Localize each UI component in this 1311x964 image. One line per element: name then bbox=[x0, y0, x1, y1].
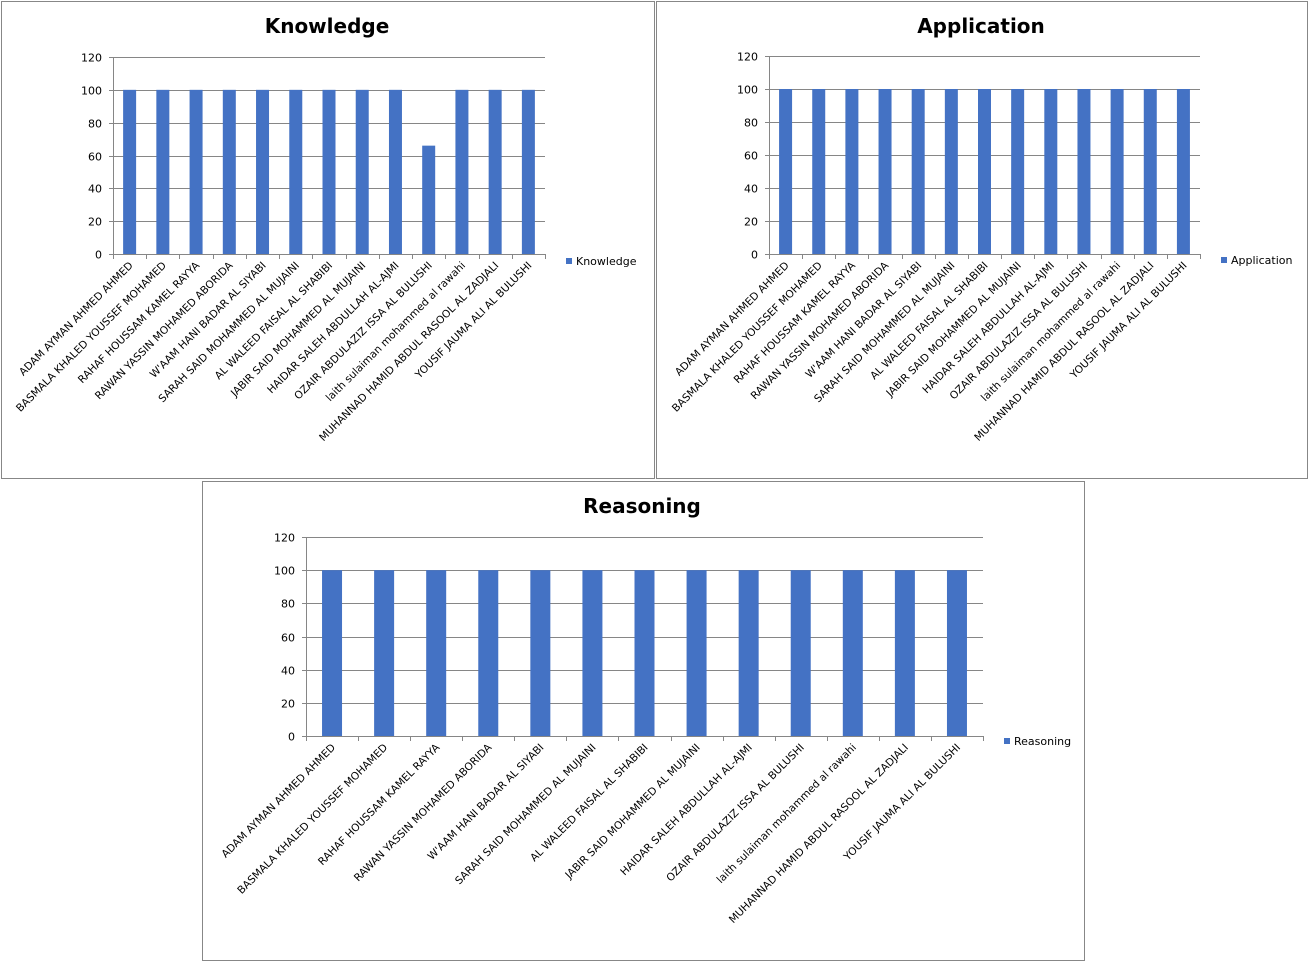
bar bbox=[455, 89, 469, 254]
bar bbox=[1077, 89, 1091, 254]
bar bbox=[779, 89, 793, 254]
bar bbox=[422, 145, 436, 254]
chart-title: Knowledge bbox=[265, 14, 390, 38]
y-tick-label: 100 bbox=[274, 565, 295, 578]
bar bbox=[355, 89, 369, 254]
bar bbox=[944, 89, 958, 254]
bar bbox=[845, 89, 859, 254]
y-tick-label: 40 bbox=[88, 183, 102, 196]
bar bbox=[388, 89, 402, 254]
bar bbox=[256, 89, 270, 254]
y-tick-label: 80 bbox=[281, 598, 295, 611]
bar bbox=[738, 570, 759, 736]
bar bbox=[374, 570, 395, 736]
bar bbox=[878, 89, 892, 254]
bar bbox=[189, 89, 203, 254]
bar bbox=[222, 89, 236, 254]
bar bbox=[156, 89, 170, 254]
legend-label: Knowledge bbox=[576, 255, 637, 268]
bar bbox=[123, 89, 137, 254]
bar bbox=[978, 89, 991, 254]
y-tick-label: 80 bbox=[88, 118, 102, 131]
bar bbox=[488, 89, 502, 254]
y-tick-label: 80 bbox=[744, 117, 758, 130]
bar bbox=[1110, 89, 1124, 254]
y-tick-label: 60 bbox=[281, 632, 295, 645]
y-tick-label: 60 bbox=[88, 151, 102, 164]
legend-swatch bbox=[1004, 738, 1010, 744]
y-tick-label: 0 bbox=[95, 249, 102, 262]
y-tick-label: 20 bbox=[88, 216, 102, 229]
bar bbox=[894, 570, 915, 736]
y-tick-label: 120 bbox=[274, 532, 295, 545]
bar bbox=[426, 570, 447, 736]
bar bbox=[1044, 89, 1058, 254]
bar bbox=[686, 570, 707, 736]
y-tick-label: 100 bbox=[737, 84, 758, 97]
bar bbox=[322, 570, 343, 736]
bar bbox=[322, 89, 336, 254]
bar bbox=[478, 570, 499, 736]
bar bbox=[812, 89, 826, 254]
legend-swatch bbox=[566, 258, 572, 264]
bar bbox=[582, 570, 603, 736]
bar bbox=[634, 570, 655, 736]
bar bbox=[1143, 89, 1157, 254]
y-tick-label: 120 bbox=[737, 51, 758, 64]
y-tick-label: 100 bbox=[81, 85, 102, 98]
y-tick-label: 0 bbox=[288, 731, 295, 744]
y-tick-label: 40 bbox=[744, 183, 758, 196]
chart-title: Application bbox=[917, 14, 1045, 38]
chart-title: Reasoning bbox=[583, 494, 701, 518]
bar bbox=[1011, 89, 1025, 254]
legend-swatch bbox=[1221, 257, 1227, 263]
legend-label: Application bbox=[1231, 254, 1292, 267]
bar bbox=[1176, 89, 1190, 254]
bar bbox=[842, 570, 863, 736]
y-tick-label: 0 bbox=[751, 249, 758, 262]
bar bbox=[946, 570, 967, 736]
y-tick-label: 20 bbox=[744, 216, 758, 229]
legend-label: Reasoning bbox=[1014, 735, 1071, 748]
y-tick-label: 120 bbox=[81, 52, 102, 65]
y-tick-label: 60 bbox=[744, 150, 758, 163]
bar bbox=[530, 570, 551, 736]
y-tick-label: 20 bbox=[281, 698, 295, 711]
bar bbox=[521, 89, 535, 254]
bar bbox=[790, 570, 811, 736]
y-tick-label: 40 bbox=[281, 665, 295, 678]
bar bbox=[911, 89, 925, 254]
bar bbox=[289, 89, 303, 254]
